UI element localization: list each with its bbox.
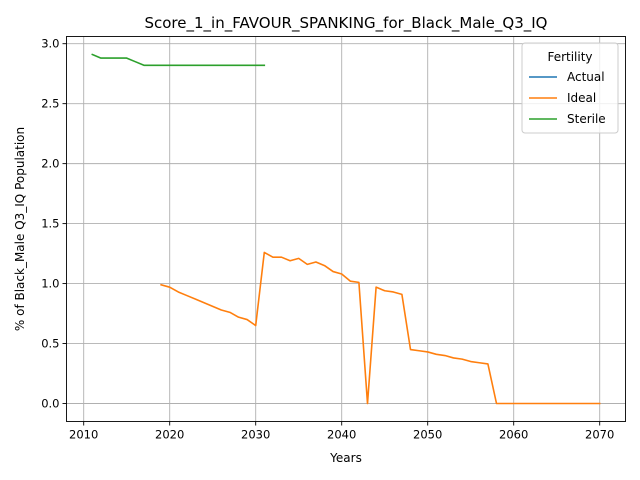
y-axis-label: % of Black_Male Q3_IQ Population	[13, 127, 27, 331]
chart-title: Score_1_in_FAVOUR_SPANKING_for_Black_Mal…	[144, 14, 547, 33]
y-tick-label: 0.5	[41, 337, 59, 351]
legend-label-sterile: Sterile	[567, 112, 606, 126]
y-tick-label: 1.5	[41, 217, 59, 231]
y-tick-label: 3.0	[41, 37, 59, 51]
x-tick-label: 2050	[413, 428, 442, 442]
x-tick-label: 2020	[155, 428, 184, 442]
y-tick-label: 0.0	[41, 397, 59, 411]
y-tick-label: 1.0	[41, 277, 59, 291]
x-tick-label: 2010	[69, 428, 98, 442]
legend: Fertility Actual Ideal Sterile	[522, 43, 618, 133]
y-tick-label: 2.0	[41, 157, 59, 171]
y-tick-label: 2.5	[41, 97, 59, 111]
legend-label-actual: Actual	[567, 70, 605, 84]
x-tick-label: 2070	[585, 428, 614, 442]
x-tick-label: 2040	[327, 428, 356, 442]
x-axis-label: Years	[329, 451, 362, 465]
legend-title: Fertility	[547, 50, 592, 64]
legend-label-ideal: Ideal	[567, 91, 596, 105]
x-tick-label: 2030	[241, 428, 270, 442]
x-tick-label: 2060	[499, 428, 528, 442]
